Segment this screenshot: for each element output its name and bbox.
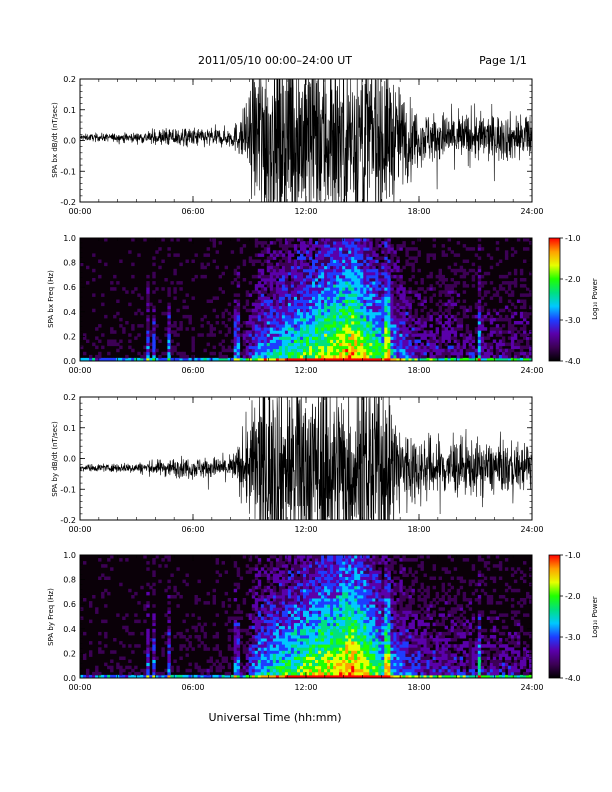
x-tick-label: 12:00 [294, 525, 317, 534]
colorbar-label: Log₁₀ Power [591, 278, 599, 320]
colorbar-tick-label: -1.0 [565, 551, 581, 560]
y-tick-label: 1.0 [63, 234, 76, 243]
y-tick-label: 0.4 [63, 308, 76, 317]
y-tick-label: 0.0 [63, 674, 76, 683]
x-tick-label: 18:00 [407, 683, 430, 692]
y-tick-label: 0.2 [63, 332, 76, 341]
y-tick-label: 0.4 [63, 625, 76, 634]
y-tick-label: 0.1 [63, 424, 76, 433]
y-tick-label: 0.6 [63, 600, 76, 609]
y-tick-label: 0.2 [63, 75, 76, 84]
y-tick-label: -0.1 [60, 485, 76, 494]
y-axis-label: SPA bx dB/dt (nT/sec) [51, 102, 59, 178]
bx-spectrogram-panel: SPA bx Freq (Hz) Log₁₀ Power -1.0 -2.0 -3.… [47, 234, 599, 375]
by-dbdt-panel: SPA by dB/dt (nT/sec) 0.20.10.0-0.1-0.20… [51, 393, 544, 534]
x-tick-label: 00:00 [68, 525, 91, 534]
signal-trace [80, 79, 532, 202]
y-tick-label: -0.1 [60, 167, 76, 176]
x-axis-title: Universal Time (hh:mm) [209, 711, 342, 724]
x-tick-label: 06:00 [181, 683, 204, 692]
y-tick-label: 0.6 [63, 283, 76, 292]
x-tick-label: 00:00 [68, 366, 91, 375]
y-axis-label: SPA by dB/dt (nT/sec) [51, 421, 59, 497]
y-tick-label: 0.0 [63, 455, 76, 464]
bx-dbdt-panel: SPA bx dB/dt (nT/sec) 0.20.10.0-0.1-0.20… [51, 75, 544, 216]
x-tick-label: 24:00 [520, 683, 543, 692]
y-tick-label: 0.2 [63, 649, 76, 658]
x-tick-label: 12:00 [294, 207, 317, 216]
page-label: Page 1/1 [479, 54, 527, 67]
y-tick-label: 0.0 [63, 357, 76, 366]
x-tick-label: 00:00 [68, 207, 91, 216]
y-tick-label: 0.2 [63, 393, 76, 402]
y-tick-label: 0.8 [63, 259, 76, 268]
colorbar-tick-label: -2.0 [565, 592, 581, 601]
y-tick-label: 0.0 [63, 137, 76, 146]
x-tick-label: 24:00 [520, 525, 543, 534]
colorbar-tick-label: -4.0 [565, 357, 581, 366]
colorbar [548, 554, 561, 679]
x-tick-label: 12:00 [294, 683, 317, 692]
colorbar-label: Log₁₀ Power [591, 596, 599, 638]
x-tick-label: 18:00 [407, 366, 430, 375]
y-axis-label: SPA bx Freq (Hz) [47, 270, 55, 328]
x-tick-label: 06:00 [181, 366, 204, 375]
colorbar-tick-label: -3.0 [565, 316, 581, 325]
x-tick-label: 00:00 [68, 683, 91, 692]
figure-title: 2011/05/10 00:00–24:00 UT [198, 54, 352, 67]
colorbar-tick-label: -4.0 [565, 674, 581, 683]
y-tick-label: -0.2 [60, 516, 76, 525]
y-tick-label: 1.0 [63, 551, 76, 560]
x-tick-label: 06:00 [181, 525, 204, 534]
x-tick-label: 06:00 [181, 207, 204, 216]
x-tick-label: 24:00 [520, 366, 543, 375]
colorbar-tick-label: -2.0 [565, 275, 581, 284]
spectrogram-cells [80, 555, 532, 678]
colorbar [548, 237, 561, 362]
y-tick-label: -0.2 [60, 198, 76, 207]
x-tick-label: 24:00 [520, 207, 543, 216]
colorbar-tick-label: -3.0 [565, 633, 581, 642]
y-axis-label: SPA by Freq (Hz) [47, 588, 55, 646]
x-tick-label: 18:00 [407, 207, 430, 216]
signal-trace [80, 397, 532, 520]
y-tick-label: 0.1 [63, 106, 76, 115]
x-tick-label: 18:00 [407, 525, 430, 534]
x-tick-label: 12:00 [294, 366, 317, 375]
by-spectrogram-panel: SPA by Freq (Hz) Log₁₀ Power -1.0 -2.0 -3.… [47, 551, 599, 692]
spectrogram-cells [80, 238, 532, 361]
colorbar-tick-label: -1.0 [565, 234, 581, 243]
y-tick-label: 0.8 [63, 576, 76, 585]
